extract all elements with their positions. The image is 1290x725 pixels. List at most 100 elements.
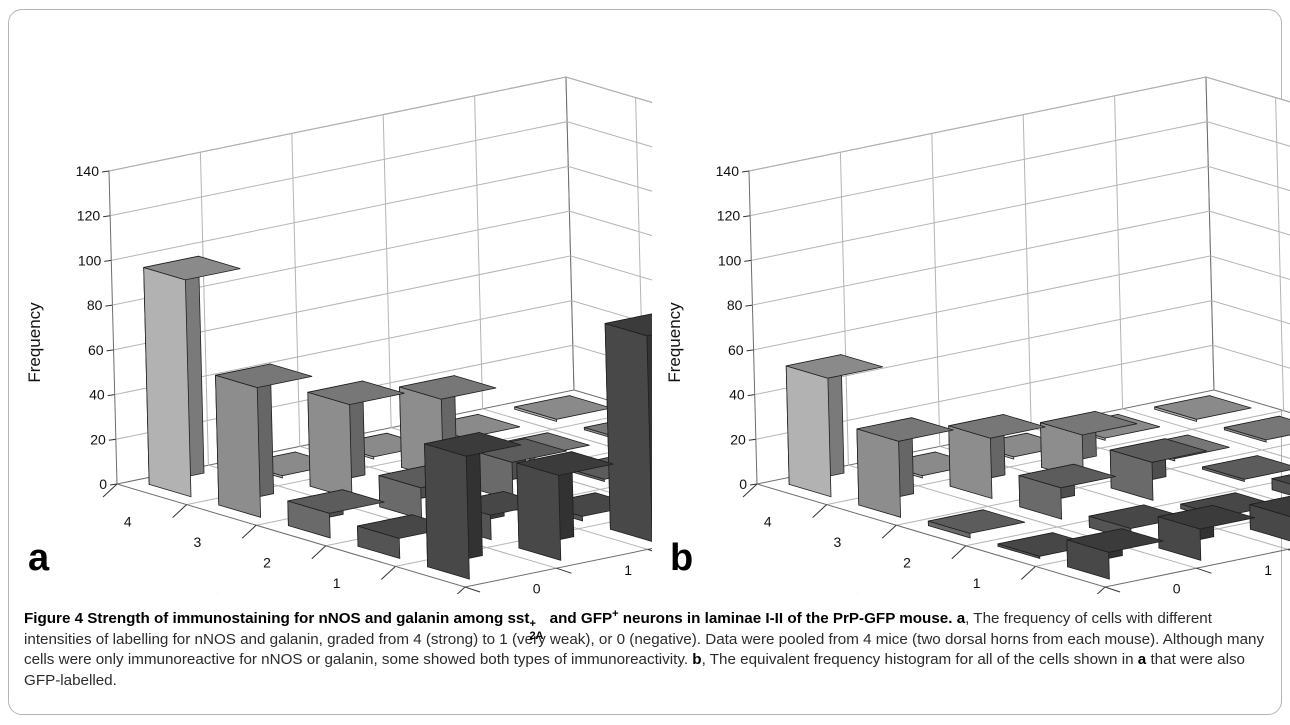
y-tick: [464, 586, 481, 593]
x-tick: [456, 586, 466, 594]
bar-face-top: [1018, 463, 1116, 489]
z-tick: [109, 483, 118, 486]
bar-2-3: [1202, 455, 1290, 483]
z-tick: [748, 438, 756, 441]
bar-face-front: [516, 462, 562, 561]
chart-walls: [748, 76, 1290, 485]
gridline-horizontal: [749, 121, 1290, 217]
z-axis: 0 20 40 60 80 100 120 140 Frequency: [25, 163, 118, 492]
z-tick: [103, 215, 111, 218]
x-tick: [1096, 586, 1106, 594]
gridline-vertical: [1114, 95, 1124, 409]
chart-panel-b: 020406080100120140Frequency43210nNOS0123…: [652, 12, 1290, 594]
bar-0-0: [1066, 528, 1164, 580]
figure-caption: Figure 4 Strength of immunostaining for …: [24, 604, 1270, 691]
x-tick: [742, 483, 758, 498]
gridline-horizontal: [753, 255, 1290, 351]
chart-a-svg: 020406080100120140Frequency43210nNOS0123…: [25, 76, 652, 594]
z-tick: [745, 304, 753, 307]
gridline-horizontal: [112, 210, 652, 306]
bar-face-top: [1040, 410, 1138, 436]
x-tick: [881, 524, 897, 539]
bar-2-2: [1109, 438, 1207, 501]
bar-face-front: [604, 322, 652, 542]
x-tick: [172, 504, 187, 518]
z-tick-label: 0: [739, 476, 747, 492]
bars: [785, 354, 1290, 580]
z-tick-label: 140: [76, 163, 100, 179]
gridline-horizontal: [113, 255, 652, 351]
bar-4-0: [143, 255, 241, 498]
z-axis: 0 20 40 60 80 100 120 140 Frequency: [665, 163, 758, 492]
z-tick: [741, 170, 750, 173]
y-tick-label: 0: [533, 581, 541, 594]
caption-title-sup: +: [612, 608, 619, 620]
bar-face-top: [307, 380, 405, 406]
bar-4-4: [514, 395, 612, 423]
x-axis-title: nNOS: [853, 588, 903, 594]
y-tick: [647, 548, 652, 552]
x-tick: [812, 504, 827, 518]
y-tick-label: 1: [624, 562, 632, 578]
gridline-vertical: [931, 133, 941, 447]
z-tick-label: 120: [717, 208, 741, 224]
gridline-horizontal: [751, 165, 1290, 261]
bar-face-top: [786, 354, 883, 379]
z-tick-label: 40: [729, 387, 745, 403]
bar-face-front: [856, 428, 902, 518]
x-tick: [1021, 566, 1036, 580]
bar-face-top: [1158, 504, 1255, 530]
bar-2-1: [1018, 463, 1116, 520]
gridline-vertical: [474, 95, 484, 409]
z-tick-label: 60: [88, 342, 104, 358]
bar-3-1: [307, 380, 405, 500]
x-tick: [381, 566, 396, 580]
y-tick-label: 1: [1264, 562, 1272, 578]
chart-panel-a: 020406080100120140Frequency43210nNOS0123…: [12, 12, 652, 594]
chart-b-svg: 020406080100120140Frequency43210nNOS0123…: [665, 76, 1290, 594]
gridline-horizontal: [111, 165, 652, 261]
back-wall: [1205, 76, 1290, 414]
z-tick-label: 60: [728, 342, 744, 358]
caption-text-a: , The frequency of cells with different …: [24, 610, 1265, 669]
bar-4-0: [785, 354, 883, 498]
bar-face-front: [424, 443, 470, 580]
bar-face-top: [1224, 415, 1290, 441]
gridline-horizontal: [748, 76, 1290, 172]
bar-face-top: [1154, 395, 1252, 420]
z-tick: [107, 394, 115, 397]
z-tick: [743, 215, 751, 218]
bar-face-top: [604, 313, 652, 337]
z-tick: [101, 170, 110, 173]
gridline-horizontal: [114, 300, 652, 396]
bar-1-3: [1271, 474, 1290, 496]
y-axis: 01234Galanin: [1104, 548, 1290, 594]
bar-face-top: [928, 509, 1026, 534]
x-tick-label: 2: [903, 555, 911, 571]
bar-face-top: [399, 375, 497, 400]
bar-4-4: [1154, 395, 1252, 423]
gridline-floor: [1122, 408, 1290, 459]
gridline-horizontal: [109, 121, 652, 217]
bar-face-front: [143, 266, 192, 498]
z-tick: [747, 394, 755, 397]
x-tick-label: 1: [333, 575, 341, 591]
y-axis: 01234Galanin: [464, 548, 652, 594]
gridline-floor: [965, 478, 1290, 547]
bar-2-0: [927, 509, 1026, 539]
bar-face-top: [1249, 495, 1290, 517]
z-tick-label: 20: [730, 431, 746, 447]
gridline-vertical: [1275, 97, 1285, 411]
caption-title-sup: +: [529, 618, 536, 631]
caption-text-b: , The equivalent frequency histogram for…: [701, 651, 1134, 669]
caption-title-part: neurons in laminae I-II of the PrP-GFP m…: [618, 610, 953, 628]
gridline-floor: [482, 408, 652, 460]
gridline-horizontal: [108, 76, 652, 172]
z-tick-label: 0: [99, 476, 107, 492]
caption-title-part: Figure 4 Strength of immunostaining for …: [24, 610, 530, 628]
gridline-horizontal: [752, 210, 1290, 306]
bar-face-top: [1066, 528, 1164, 553]
panel-a-label: a: [28, 537, 50, 579]
gridline-vertical: [199, 152, 209, 466]
z-tick: [746, 349, 754, 352]
